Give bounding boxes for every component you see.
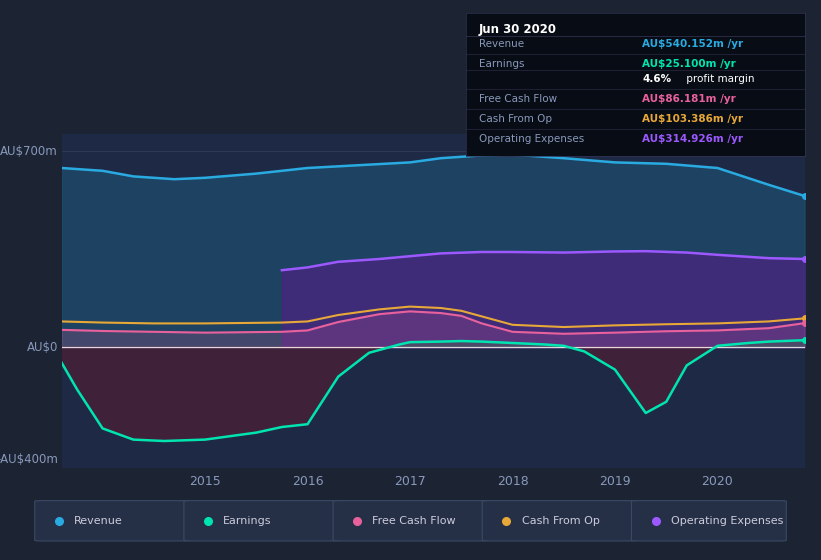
Text: AU$540.152m /yr: AU$540.152m /yr [642, 39, 743, 49]
FancyBboxPatch shape [482, 501, 637, 541]
Text: Earnings: Earnings [223, 516, 272, 526]
Text: Operating Expenses: Operating Expenses [479, 134, 585, 144]
Text: Operating Expenses: Operating Expenses [671, 516, 783, 526]
Text: Earnings: Earnings [479, 59, 525, 68]
FancyBboxPatch shape [184, 501, 339, 541]
Text: AU$86.181m /yr: AU$86.181m /yr [642, 94, 736, 104]
Text: AU$700m: AU$700m [0, 144, 57, 158]
Text: Jun 30 2020: Jun 30 2020 [479, 23, 557, 36]
Text: AU$314.926m /yr: AU$314.926m /yr [642, 134, 743, 144]
FancyBboxPatch shape [333, 501, 488, 541]
Text: Cash From Op: Cash From Op [479, 114, 552, 124]
Text: Free Cash Flow: Free Cash Flow [373, 516, 456, 526]
Text: 4.6%: 4.6% [642, 74, 672, 85]
Text: Free Cash Flow: Free Cash Flow [479, 94, 557, 104]
FancyBboxPatch shape [631, 501, 787, 541]
Text: Revenue: Revenue [479, 39, 525, 49]
Text: -AU$400m: -AU$400m [0, 452, 57, 466]
Text: Cash From Op: Cash From Op [521, 516, 599, 526]
Text: Revenue: Revenue [74, 516, 123, 526]
Text: profit margin: profit margin [683, 74, 754, 85]
Text: AU$0: AU$0 [26, 340, 57, 354]
FancyBboxPatch shape [34, 501, 190, 541]
Text: AU$103.386m /yr: AU$103.386m /yr [642, 114, 743, 124]
Text: AU$25.100m /yr: AU$25.100m /yr [642, 59, 736, 68]
